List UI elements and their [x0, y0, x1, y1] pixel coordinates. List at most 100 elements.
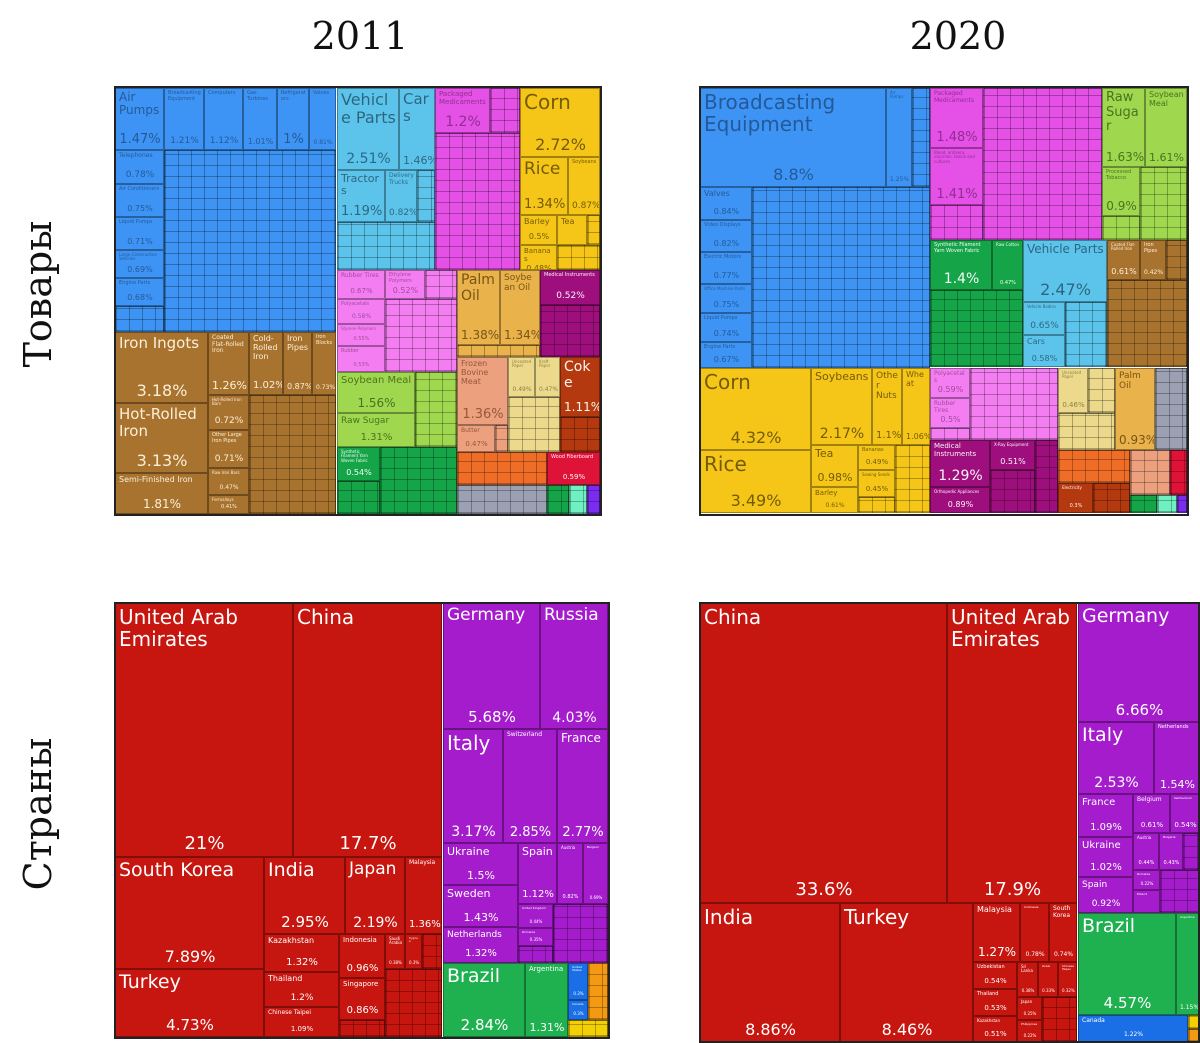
tile-label: Belgium: [1137, 796, 1162, 803]
tile-label: United Arab Emirates: [119, 605, 238, 652]
tile-value: 0.22%: [1140, 881, 1154, 886]
tile-value: 2.51%: [346, 151, 391, 167]
treemap-tile: United Arab Emirates 17.9%: [947, 603, 1077, 903]
tile-value: 1.15%: [1180, 1004, 1200, 1011]
treemap-tile: Hot-Rolled Iron Bars 0.72%: [208, 395, 249, 430]
tile-value: 1.2%: [445, 114, 481, 130]
treemap-tile: Spain 1.12%: [518, 843, 557, 904]
tile-value: 0.71%: [127, 237, 153, 246]
tile-value: 0.61%: [825, 502, 845, 509]
tile-value: 33.6%: [795, 879, 853, 900]
tile-label: Uncoated Paper: [1062, 370, 1082, 380]
tile-value: 1.31%: [529, 1021, 565, 1034]
tile-label: Belgium: [587, 845, 600, 849]
tile-label: Brazil: [447, 965, 501, 987]
treemap-tile: Ferroalloys 0.41%: [208, 495, 249, 514]
tile-value: 1.61%: [1149, 151, 1184, 164]
treemap-minor-tiles: [1183, 833, 1200, 870]
treemap-tile: Bananas 0.48%: [520, 245, 557, 270]
tile-label: Singapore: [343, 980, 379, 988]
tile-label: South Korea: [119, 859, 235, 881]
tile-label: Styrene Polymers: [341, 326, 377, 331]
tile-value: 0.78%: [1025, 951, 1045, 958]
treemap-tile: Indonesia 0.96%: [339, 934, 385, 978]
treemap-tile: Air Pumps 1.25%: [886, 88, 912, 187]
treemap-tile: Valves 0.81%: [309, 88, 336, 150]
treemap-minor-tiles: [1188, 1015, 1200, 1029]
treemap-tile: Vehicle Parts 2.47%: [1023, 240, 1107, 302]
treemap-tile: Cars 1.46%: [399, 88, 435, 170]
treemap-minor-tiles: [858, 497, 895, 513]
tile-label: Canada: [572, 1002, 584, 1006]
treemap-minor-tiles: [1058, 450, 1130, 483]
treemap-minor-tiles: [560, 417, 600, 452]
treemap-tile: Office Machine Parts 0.75%: [700, 284, 752, 313]
tile-value: 2.77%: [562, 825, 604, 840]
tile-label: Indonesia: [1024, 905, 1039, 909]
tile-label: Israel: [1042, 964, 1051, 968]
tile-label: Ferroalloys: [212, 497, 234, 502]
tile-label: Japan: [349, 859, 397, 879]
treemap-minor-tiles: [553, 904, 608, 963]
treemap-minor-tiles: [1155, 368, 1187, 450]
tile-value: 6.66%: [1115, 701, 1164, 719]
treemap-tile: Romania 0.35%: [518, 928, 553, 946]
treemap-minor-tiles: [1107, 280, 1187, 367]
tile-value: 0.47%: [465, 440, 488, 448]
treemap-minor-tiles: [435, 133, 520, 270]
treemap-minor-tiles: [588, 963, 608, 1020]
tile-label: Spain: [522, 845, 553, 858]
treemap-tile: Netherlands 1.54%: [1154, 722, 1200, 794]
column-title-2011: 2011: [311, 14, 409, 58]
tile-label: France: [561, 731, 601, 745]
tile-label: Germany: [447, 605, 526, 625]
tile-label: Orthopedic Appliances: [934, 489, 980, 494]
treemap-tile: Thailand 0.53%: [973, 989, 1017, 1016]
treemap-minor-tiles: [930, 205, 983, 240]
treemap-tile: Liquid Pumps 0.74%: [700, 313, 752, 342]
tile-label: Office Machine Parts: [704, 286, 745, 291]
tile-label: Cyprus: [409, 936, 418, 944]
treemap-tile: Styrene Polymers 0.55%: [337, 324, 385, 346]
tile-value: 0.47%: [219, 484, 239, 491]
treemap-minor-tiles: [1093, 483, 1130, 513]
tile-label: Cars: [1027, 337, 1045, 346]
treemap-minor-tiles: [557, 245, 600, 270]
treemap-tile: Electricity 0.3%: [1058, 483, 1093, 513]
tile-value: 1.26%: [212, 379, 247, 392]
tile-value: 0.78%: [125, 170, 155, 180]
treemap-tile: Kazakhstan 1.32%: [264, 934, 339, 972]
tile-value: 0.48%: [526, 263, 552, 270]
tile-value: 0.89%: [947, 500, 974, 509]
treemap-tile: Spain 0.92%: [1078, 877, 1133, 913]
tile-label: China: [704, 605, 762, 629]
tile-value: 0.87%: [287, 382, 312, 391]
tile-label: United States: [572, 965, 582, 973]
tile-label: Soybeans: [572, 159, 597, 165]
treemap-minor-tiles: [457, 345, 540, 357]
treemap-tile: Valves 0.84%: [700, 187, 752, 220]
treemap-minor-tiles: [164, 150, 336, 332]
tile-label: Sowing Seeds: [862, 472, 890, 477]
treemap-tile: Iron Blocks 0.73%: [312, 332, 336, 395]
treemap-tile: Packaged Medicaments 1.48%: [930, 88, 983, 148]
tile-value: 0.65%: [1030, 321, 1059, 331]
tile-label: Valves: [704, 189, 730, 198]
tile-label: Romania: [1137, 872, 1151, 876]
tile-label: Tractors: [341, 172, 379, 198]
tile-label: Austria: [561, 845, 576, 850]
tile-label: Iron Pipes: [1144, 242, 1158, 254]
tile-label: Hot-Rolled Iron Bars: [212, 397, 242, 407]
tile-value: 5.68%: [468, 708, 516, 726]
tile-label: Cars: [403, 90, 429, 125]
tile-value: 0.92%: [1091, 899, 1121, 909]
tile-label: Gas Turbines: [247, 90, 268, 102]
tile-value: 0.77%: [713, 271, 740, 280]
tile-value: 1.48%: [936, 130, 978, 145]
treemap-tile: Medical Instruments 0.52%: [540, 270, 600, 305]
treemap-tile: India 8.86%: [700, 903, 840, 1042]
tile-label: Ethylene Polymers: [389, 272, 412, 284]
treemap-tile: Barley 0.61%: [811, 487, 858, 513]
tile-label: Italy: [1082, 724, 1124, 746]
treemap-tile: Polyacetals 0.59%: [930, 368, 970, 398]
